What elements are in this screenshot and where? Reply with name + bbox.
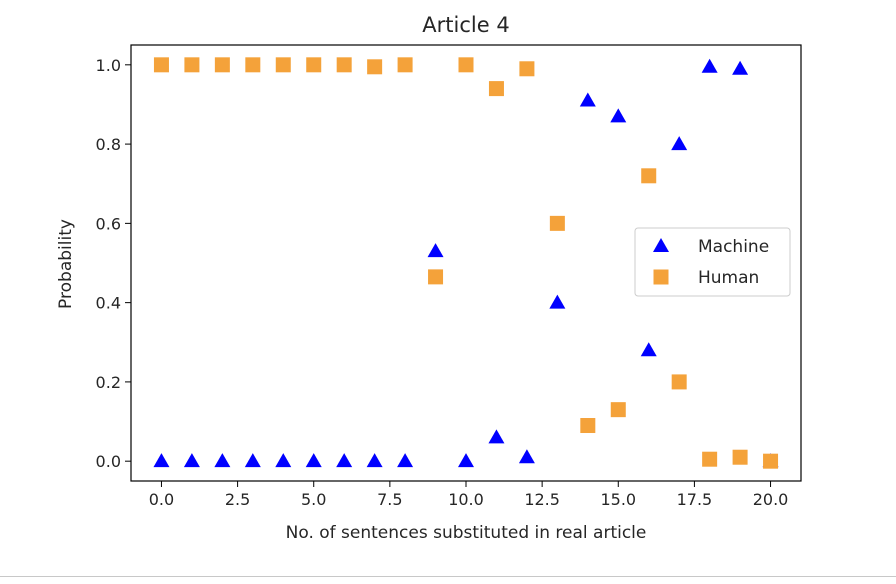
window-divider (0, 576, 896, 577)
x-tick-label: 12.5 (524, 490, 560, 509)
axis-ticks: 0.0 2.5 5.0 7.5 10.0 12.5 15.0 17.5 20.0 0.0 0.2 0.… (96, 56, 789, 509)
x-tick-label: 7.5 (377, 490, 402, 509)
plot-frame (130, 44, 802, 482)
human-point (488, 81, 504, 97)
human-point (214, 57, 230, 73)
x-tick-label: 0.0 (149, 490, 174, 509)
machine-point (183, 453, 200, 468)
x-tick-label: 10.0 (448, 490, 484, 509)
machine-point (336, 453, 353, 468)
legend-box (634, 227, 791, 297)
machine-point (488, 429, 505, 444)
y-axis-label: Probability (56, 219, 76, 309)
machine-point (427, 243, 444, 258)
data-points (153, 57, 779, 469)
machine-point (732, 60, 749, 75)
y-tick-label: 0.4 (96, 294, 121, 313)
human-point (336, 57, 352, 73)
machine-point (579, 92, 596, 107)
machine-point (458, 453, 474, 468)
human-point (428, 269, 444, 285)
machine-point (397, 453, 414, 468)
human-series (153, 57, 779, 469)
human-point (306, 57, 322, 73)
human-point (610, 402, 626, 418)
machine-point (275, 453, 292, 468)
human-point (397, 57, 413, 73)
legend: Machine Human (634, 227, 791, 297)
machine-point (153, 453, 170, 468)
human-point (732, 449, 748, 465)
y-tick-label: 1.0 (96, 56, 121, 75)
human-point (702, 451, 718, 467)
machine-point (366, 453, 383, 468)
human-point (275, 57, 291, 73)
human-point (549, 215, 565, 231)
x-tick-label: 17.5 (677, 490, 713, 509)
legend-human-label: Human (698, 268, 759, 288)
x-tick-label: 2.5 (225, 490, 250, 509)
machine-point (305, 453, 322, 468)
x-tick-label: 15.0 (600, 490, 636, 509)
y-tick-label: 0.6 (96, 214, 121, 233)
legend-machine-label: Machine (698, 237, 769, 257)
human-point (184, 57, 200, 73)
machine-point (549, 294, 566, 309)
human-point (245, 57, 261, 73)
human-point (367, 59, 383, 75)
machine-point (701, 58, 718, 73)
machine-point (610, 108, 627, 123)
y-tick-label: 0.0 (96, 452, 121, 471)
machine-point (518, 449, 535, 464)
human-point (458, 57, 474, 73)
legend-machine-marker (653, 238, 669, 252)
x-tick-label: 5.0 (301, 490, 326, 509)
human-point (580, 418, 596, 434)
chart-title: Article 4 (422, 13, 509, 37)
human-point (641, 168, 657, 184)
human-point (153, 57, 169, 73)
machine-point (671, 136, 688, 151)
y-tick-label: 0.2 (96, 373, 121, 392)
human-point (671, 374, 687, 390)
machine-point (640, 342, 657, 357)
x-axis-label: No. of sentences substituted in real art… (286, 523, 647, 543)
x-tick-label: 20.0 (753, 490, 789, 509)
machine-point (214, 453, 231, 468)
machine-point (244, 453, 261, 468)
y-tick-label: 0.8 (96, 135, 121, 154)
human-point (519, 61, 535, 77)
human-point (763, 453, 779, 469)
legend-human-marker (653, 269, 669, 285)
